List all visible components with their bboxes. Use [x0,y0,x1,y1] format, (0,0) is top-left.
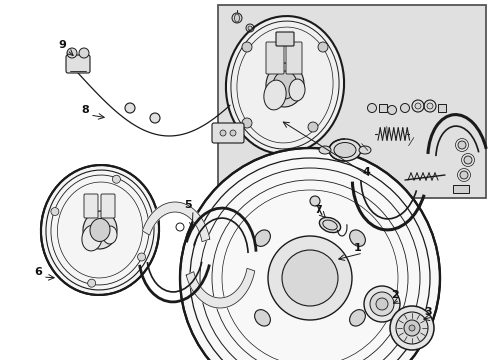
Text: 7: 7 [313,205,321,215]
Circle shape [389,306,433,350]
FancyBboxPatch shape [84,194,98,218]
FancyBboxPatch shape [275,32,293,46]
Circle shape [51,207,59,216]
FancyBboxPatch shape [265,42,284,74]
FancyBboxPatch shape [101,194,115,218]
Circle shape [386,105,396,114]
Circle shape [247,26,251,30]
Ellipse shape [319,217,340,233]
Circle shape [457,141,465,149]
Circle shape [229,130,236,136]
Bar [378,104,386,112]
Ellipse shape [103,226,117,244]
Circle shape [408,325,414,331]
Circle shape [403,320,419,336]
Circle shape [231,13,242,23]
Text: 5: 5 [184,200,191,210]
Text: 1: 1 [353,243,361,253]
Ellipse shape [288,79,305,101]
Circle shape [180,148,439,360]
Polygon shape [186,268,254,308]
Ellipse shape [225,16,344,154]
Ellipse shape [254,230,270,246]
Circle shape [267,236,351,320]
Ellipse shape [333,143,355,158]
FancyBboxPatch shape [285,42,302,74]
Circle shape [307,122,317,132]
Text: 9: 9 [58,40,66,50]
Circle shape [363,286,399,322]
Circle shape [375,298,387,310]
Circle shape [125,103,135,113]
Ellipse shape [265,63,304,107]
Text: 4: 4 [361,167,369,177]
Circle shape [459,171,467,179]
Text: 2: 2 [390,290,398,300]
Bar [437,104,445,112]
Ellipse shape [322,220,337,230]
Circle shape [309,196,319,206]
Ellipse shape [81,225,102,251]
Polygon shape [142,202,209,242]
Circle shape [112,175,120,183]
Circle shape [79,48,89,58]
FancyBboxPatch shape [212,123,244,143]
Circle shape [242,42,251,52]
Ellipse shape [41,165,159,295]
Ellipse shape [349,310,365,326]
Circle shape [317,42,327,52]
Circle shape [426,103,432,109]
Circle shape [395,312,427,344]
Circle shape [67,48,77,58]
Circle shape [87,279,96,287]
Circle shape [463,156,471,164]
Ellipse shape [318,146,330,154]
Circle shape [414,103,420,109]
Bar [452,185,468,193]
Ellipse shape [90,219,110,242]
Circle shape [150,113,160,123]
Circle shape [242,118,251,128]
Circle shape [220,130,225,136]
Circle shape [137,253,145,261]
Text: 6: 6 [34,267,42,277]
Circle shape [282,250,337,306]
FancyBboxPatch shape [66,55,90,73]
Ellipse shape [358,146,370,154]
Circle shape [367,104,376,112]
Ellipse shape [349,230,365,246]
Bar [218,5,485,198]
Ellipse shape [83,211,117,249]
Ellipse shape [272,71,296,99]
Ellipse shape [264,80,285,110]
Circle shape [369,292,393,316]
Ellipse shape [328,139,360,161]
Circle shape [400,104,408,112]
Text: 8: 8 [81,105,89,115]
Ellipse shape [254,310,270,326]
Text: 3: 3 [423,307,431,317]
